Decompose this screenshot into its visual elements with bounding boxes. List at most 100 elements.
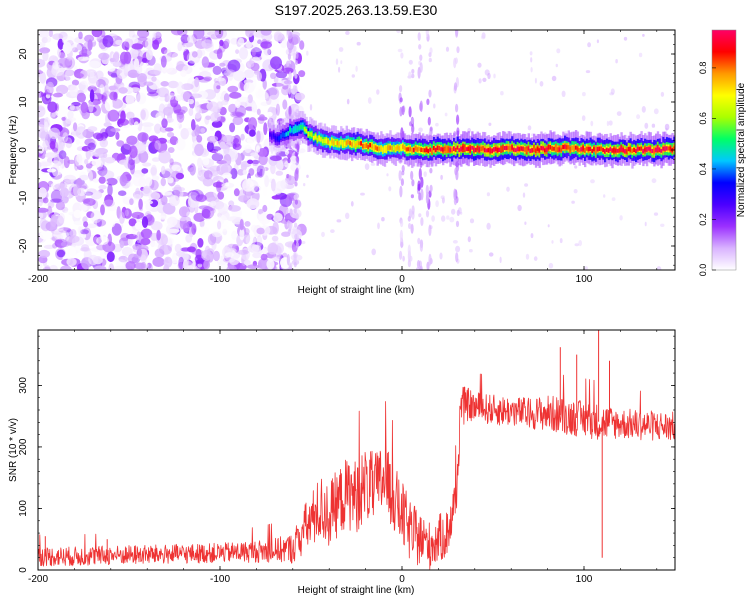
noise-speck: [91, 30, 103, 38]
noise-speck: [229, 92, 242, 99]
noise-speck: [92, 132, 103, 140]
noise-speck: [52, 92, 63, 98]
noise-speck: [80, 101, 89, 114]
x-tick-label: 100: [576, 574, 593, 585]
noise-speck: [178, 206, 190, 218]
noise-speck: [556, 48, 561, 54]
noise-speck: [119, 174, 128, 187]
noise-speck: [38, 58, 46, 68]
noise-speck: [39, 218, 48, 230]
noise-speck: [271, 235, 279, 242]
ridge-cell: [529, 148, 532, 154]
noise-speck: [143, 200, 154, 205]
noise-speck: [243, 228, 250, 235]
ridge-cell: [363, 144, 367, 149]
ridge-cell: [533, 146, 536, 151]
noise-speck: [440, 174, 443, 180]
noise-speck: [250, 62, 260, 72]
noise-speck: [259, 114, 265, 119]
noise-speck: [469, 249, 473, 253]
noise-speck: [124, 38, 134, 48]
snr-frame: [37, 329, 676, 571]
spectrogram-y-axis-label: Frequency (Hz): [8, 116, 19, 185]
ridge-cell: [656, 146, 660, 151]
noise-speck: [237, 37, 245, 46]
noise-speck: [98, 52, 110, 60]
noise-speck: [606, 120, 610, 127]
ridge-cell: [669, 146, 672, 151]
noise-speck: [189, 166, 199, 175]
ridge-cell: [283, 133, 287, 138]
noise-speck: [616, 111, 622, 116]
ridge-cell: [602, 148, 605, 152]
ridge-cell: [491, 148, 494, 154]
noise-speck: [107, 109, 120, 122]
noise-speck: [77, 56, 90, 61]
noise-speck: [202, 157, 210, 166]
y-tick-label: -20: [18, 238, 29, 253]
noise-speck: [488, 122, 492, 127]
noise-speck: [289, 31, 301, 38]
noise-speck: [42, 266, 51, 270]
noise-speck: [264, 175, 269, 188]
noise-speck: [194, 112, 202, 122]
noise-speck: [581, 115, 586, 121]
noise-speck: [197, 157, 203, 169]
noise-speck: [469, 218, 475, 224]
ridge-cell: [334, 141, 338, 145]
ridge-cell: [311, 132, 314, 137]
noise-speck: [222, 228, 228, 236]
noise-speck: [38, 70, 44, 75]
ridge-cell: [604, 149, 607, 154]
noise-speck: [198, 226, 209, 235]
ridge-cell: [327, 139, 330, 144]
noise-speck: [220, 163, 233, 176]
ridge-cell: [371, 144, 374, 149]
noise-speck: [193, 107, 203, 119]
ridge-cell: [416, 147, 419, 152]
noise-speck: [653, 212, 659, 216]
noise-speck: [248, 168, 255, 176]
ridge-cell: [440, 147, 443, 152]
noise-speck: [44, 121, 49, 133]
noise-speck: [196, 135, 203, 143]
streak-speck: [410, 170, 414, 181]
streak-speck: [417, 183, 421, 192]
noise-speck: [435, 122, 439, 127]
ridge-cell: [576, 146, 580, 151]
noise-speck: [166, 67, 178, 75]
noise-speck: [232, 112, 245, 117]
noise-speck: [139, 108, 149, 121]
noise-speck: [127, 69, 140, 79]
ridge-cell: [412, 147, 416, 153]
noise-speck: [211, 230, 222, 238]
noise-speck: [247, 94, 253, 104]
noise-speck: [160, 81, 169, 87]
noise-speck: [154, 140, 161, 151]
colorbar-tick-label: 0.4: [698, 163, 708, 176]
noise-speck: [256, 227, 265, 235]
noise-speck: [162, 68, 167, 74]
noise-speck: [39, 71, 46, 84]
noise-speck: [642, 33, 645, 37]
noise-speck: [268, 86, 280, 100]
snr-y-ticks: 0 100 200 300: [18, 335, 675, 573]
noise-speck: [44, 83, 54, 96]
noise-speck: [172, 186, 185, 192]
x-tick-label: -100: [210, 274, 230, 285]
streak-speck: [287, 229, 291, 235]
x-tick-label: 100: [576, 274, 593, 285]
streak-speck: [411, 179, 415, 187]
noise-speck: [273, 31, 283, 41]
spectrogram-x-ticks: -200 -100 0 100: [28, 30, 658, 285]
noise-speck: [158, 150, 171, 164]
noise-speck: [216, 85, 221, 90]
noise-speck: [455, 245, 461, 253]
noise-speck: [477, 62, 482, 68]
noise-speck: [254, 186, 260, 193]
noise-speck: [129, 198, 134, 206]
noise-speck: [244, 144, 252, 154]
ridge-cell: [645, 147, 649, 152]
noise-speck: [524, 183, 529, 187]
streak-speck: [288, 48, 292, 54]
